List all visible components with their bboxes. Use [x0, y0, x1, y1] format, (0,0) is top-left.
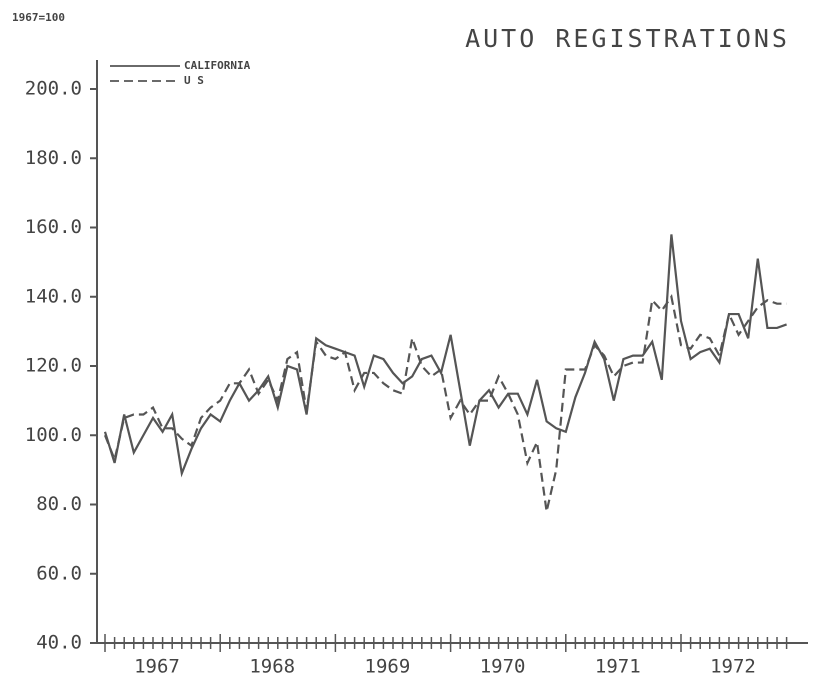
y-tick-label: 120.0 — [25, 355, 82, 377]
x-tick-label: 1971 — [595, 656, 641, 678]
x-tick-label: 1968 — [249, 656, 295, 678]
y-tick-label: 180.0 — [25, 147, 82, 169]
x-tick-label: 1972 — [710, 656, 756, 678]
y-tick-label: 80.0 — [36, 493, 82, 515]
chart-title: AUTO REGISTRATIONS — [465, 24, 790, 53]
y-tick-label: 40.0 — [36, 632, 82, 654]
x-tick-label: 1969 — [365, 656, 411, 678]
legend-label: U S — [184, 74, 204, 87]
x-tick-label: 1967 — [134, 656, 180, 678]
legend-label: CALIFORNIA — [184, 59, 251, 72]
series-line — [103, 234, 787, 478]
y-tick-label: 100.0 — [25, 424, 82, 446]
y-tick-label: 200.0 — [25, 78, 82, 100]
series-line — [103, 293, 787, 512]
x-tick-label: 1970 — [480, 656, 526, 678]
annotation: 1967=100 — [12, 11, 65, 24]
y-tick-label: 140.0 — [25, 285, 82, 307]
y-tick-label: 60.0 — [36, 562, 82, 584]
y-tick-label: 160.0 — [25, 216, 82, 238]
